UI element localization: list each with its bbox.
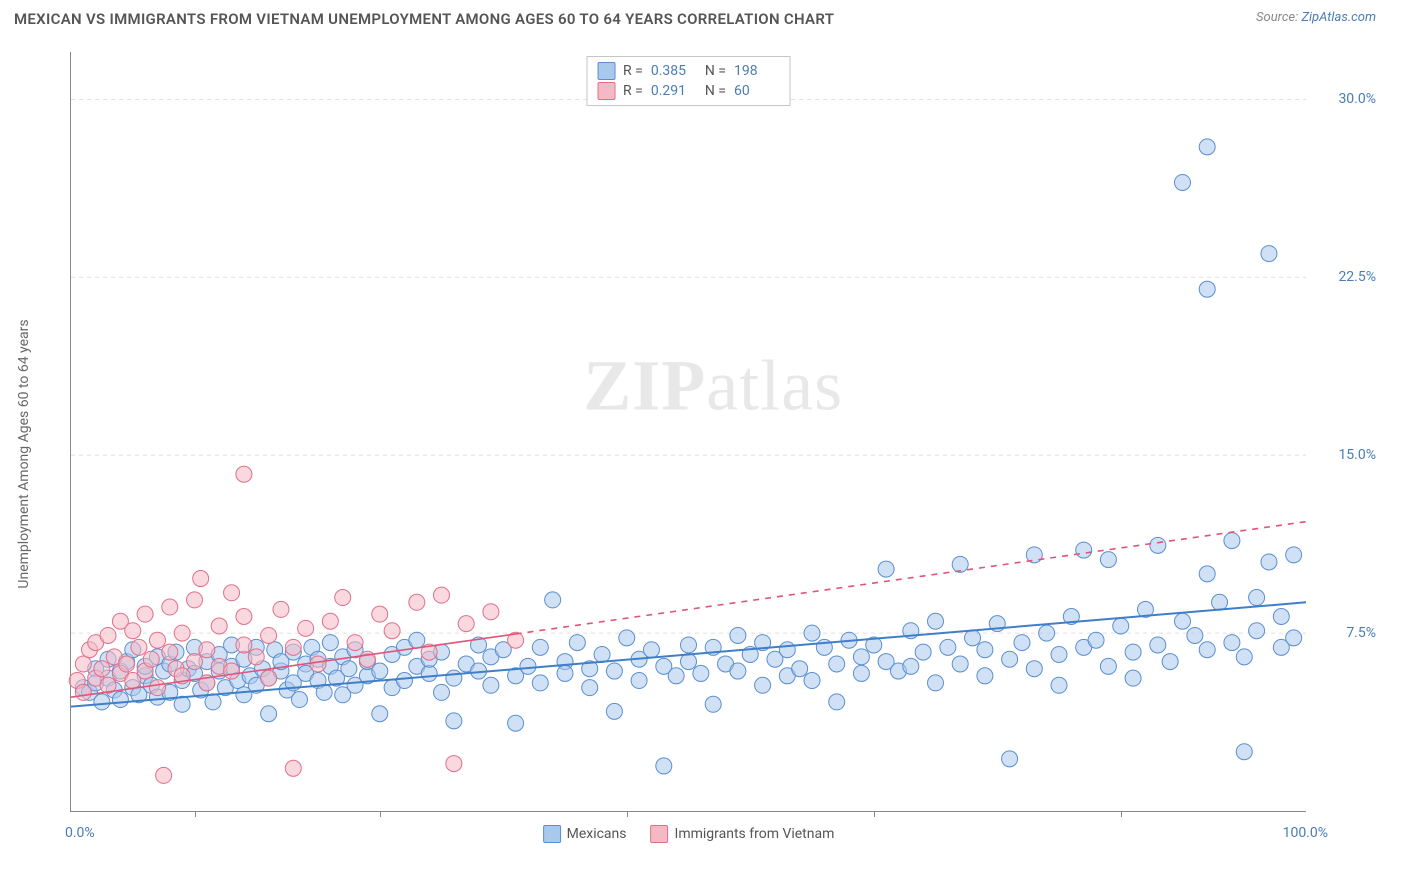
swatch-mexicans <box>597 62 615 80</box>
y-tick-label: 7.5% <box>1346 625 1376 641</box>
legend-label-mexicans: Mexicans <box>567 826 627 842</box>
swatch-mexicans <box>543 825 561 843</box>
x-min-label: 0.0% <box>65 825 95 841</box>
y-axis-label: Unemployment Among Ages 60 to 64 years <box>16 319 32 588</box>
x-tick <box>1121 811 1122 817</box>
R-value-mexicans: 0.385 <box>651 63 697 79</box>
y-tick-label: 22.5% <box>1338 269 1376 285</box>
chart-header: MEXICAN VS IMMIGRANTS FROM VIETNAM UNEMP… <box>0 0 1406 28</box>
source-link[interactable]: ZipAtlas.com <box>1301 10 1376 25</box>
R-label: R = <box>623 63 643 79</box>
series-legend: Mexicans Immigrants from Vietnam <box>543 825 835 843</box>
swatch-vietnam <box>651 825 669 843</box>
plot-region: R = 0.385 N = 198 R = 0.291 N = 60 ZIPat… <box>70 52 1306 812</box>
R-value-vietnam: 0.291 <box>651 83 697 99</box>
legend-item-vietnam: Immigrants from Vietnam <box>651 825 835 843</box>
chart-area: Unemployment Among Ages 60 to 64 years R… <box>50 40 1386 852</box>
N-value-vietnam: 60 <box>734 83 780 99</box>
legend-label-vietnam: Immigrants from Vietnam <box>675 826 835 842</box>
correlation-legend: R = 0.385 N = 198 R = 0.291 N = 60 <box>586 56 791 106</box>
R-label: R = <box>623 83 643 99</box>
chart-title: MEXICAN VS IMMIGRANTS FROM VIETNAM UNEMP… <box>14 10 834 28</box>
y-tick-label: 15.0% <box>1338 447 1376 463</box>
plot-svg <box>71 52 1306 811</box>
legend-item-mexicans: Mexicans <box>543 825 627 843</box>
N-label: N = <box>705 63 726 79</box>
y-tick-label: 30.0% <box>1338 91 1376 107</box>
x-tick <box>874 811 875 817</box>
N-label: N = <box>705 83 726 99</box>
x-max-label: 100.0% <box>1283 825 1328 841</box>
legend-row-vietnam: R = 0.291 N = 60 <box>597 81 780 101</box>
x-tick <box>380 811 381 817</box>
N-value-mexicans: 198 <box>734 63 780 79</box>
x-tick <box>195 811 196 817</box>
source-prefix: Source: <box>1256 10 1301 25</box>
chart-source: Source: ZipAtlas.com <box>1256 10 1376 25</box>
x-tick <box>627 811 628 817</box>
swatch-vietnam <box>597 82 615 100</box>
legend-row-mexicans: R = 0.385 N = 198 <box>597 61 780 81</box>
